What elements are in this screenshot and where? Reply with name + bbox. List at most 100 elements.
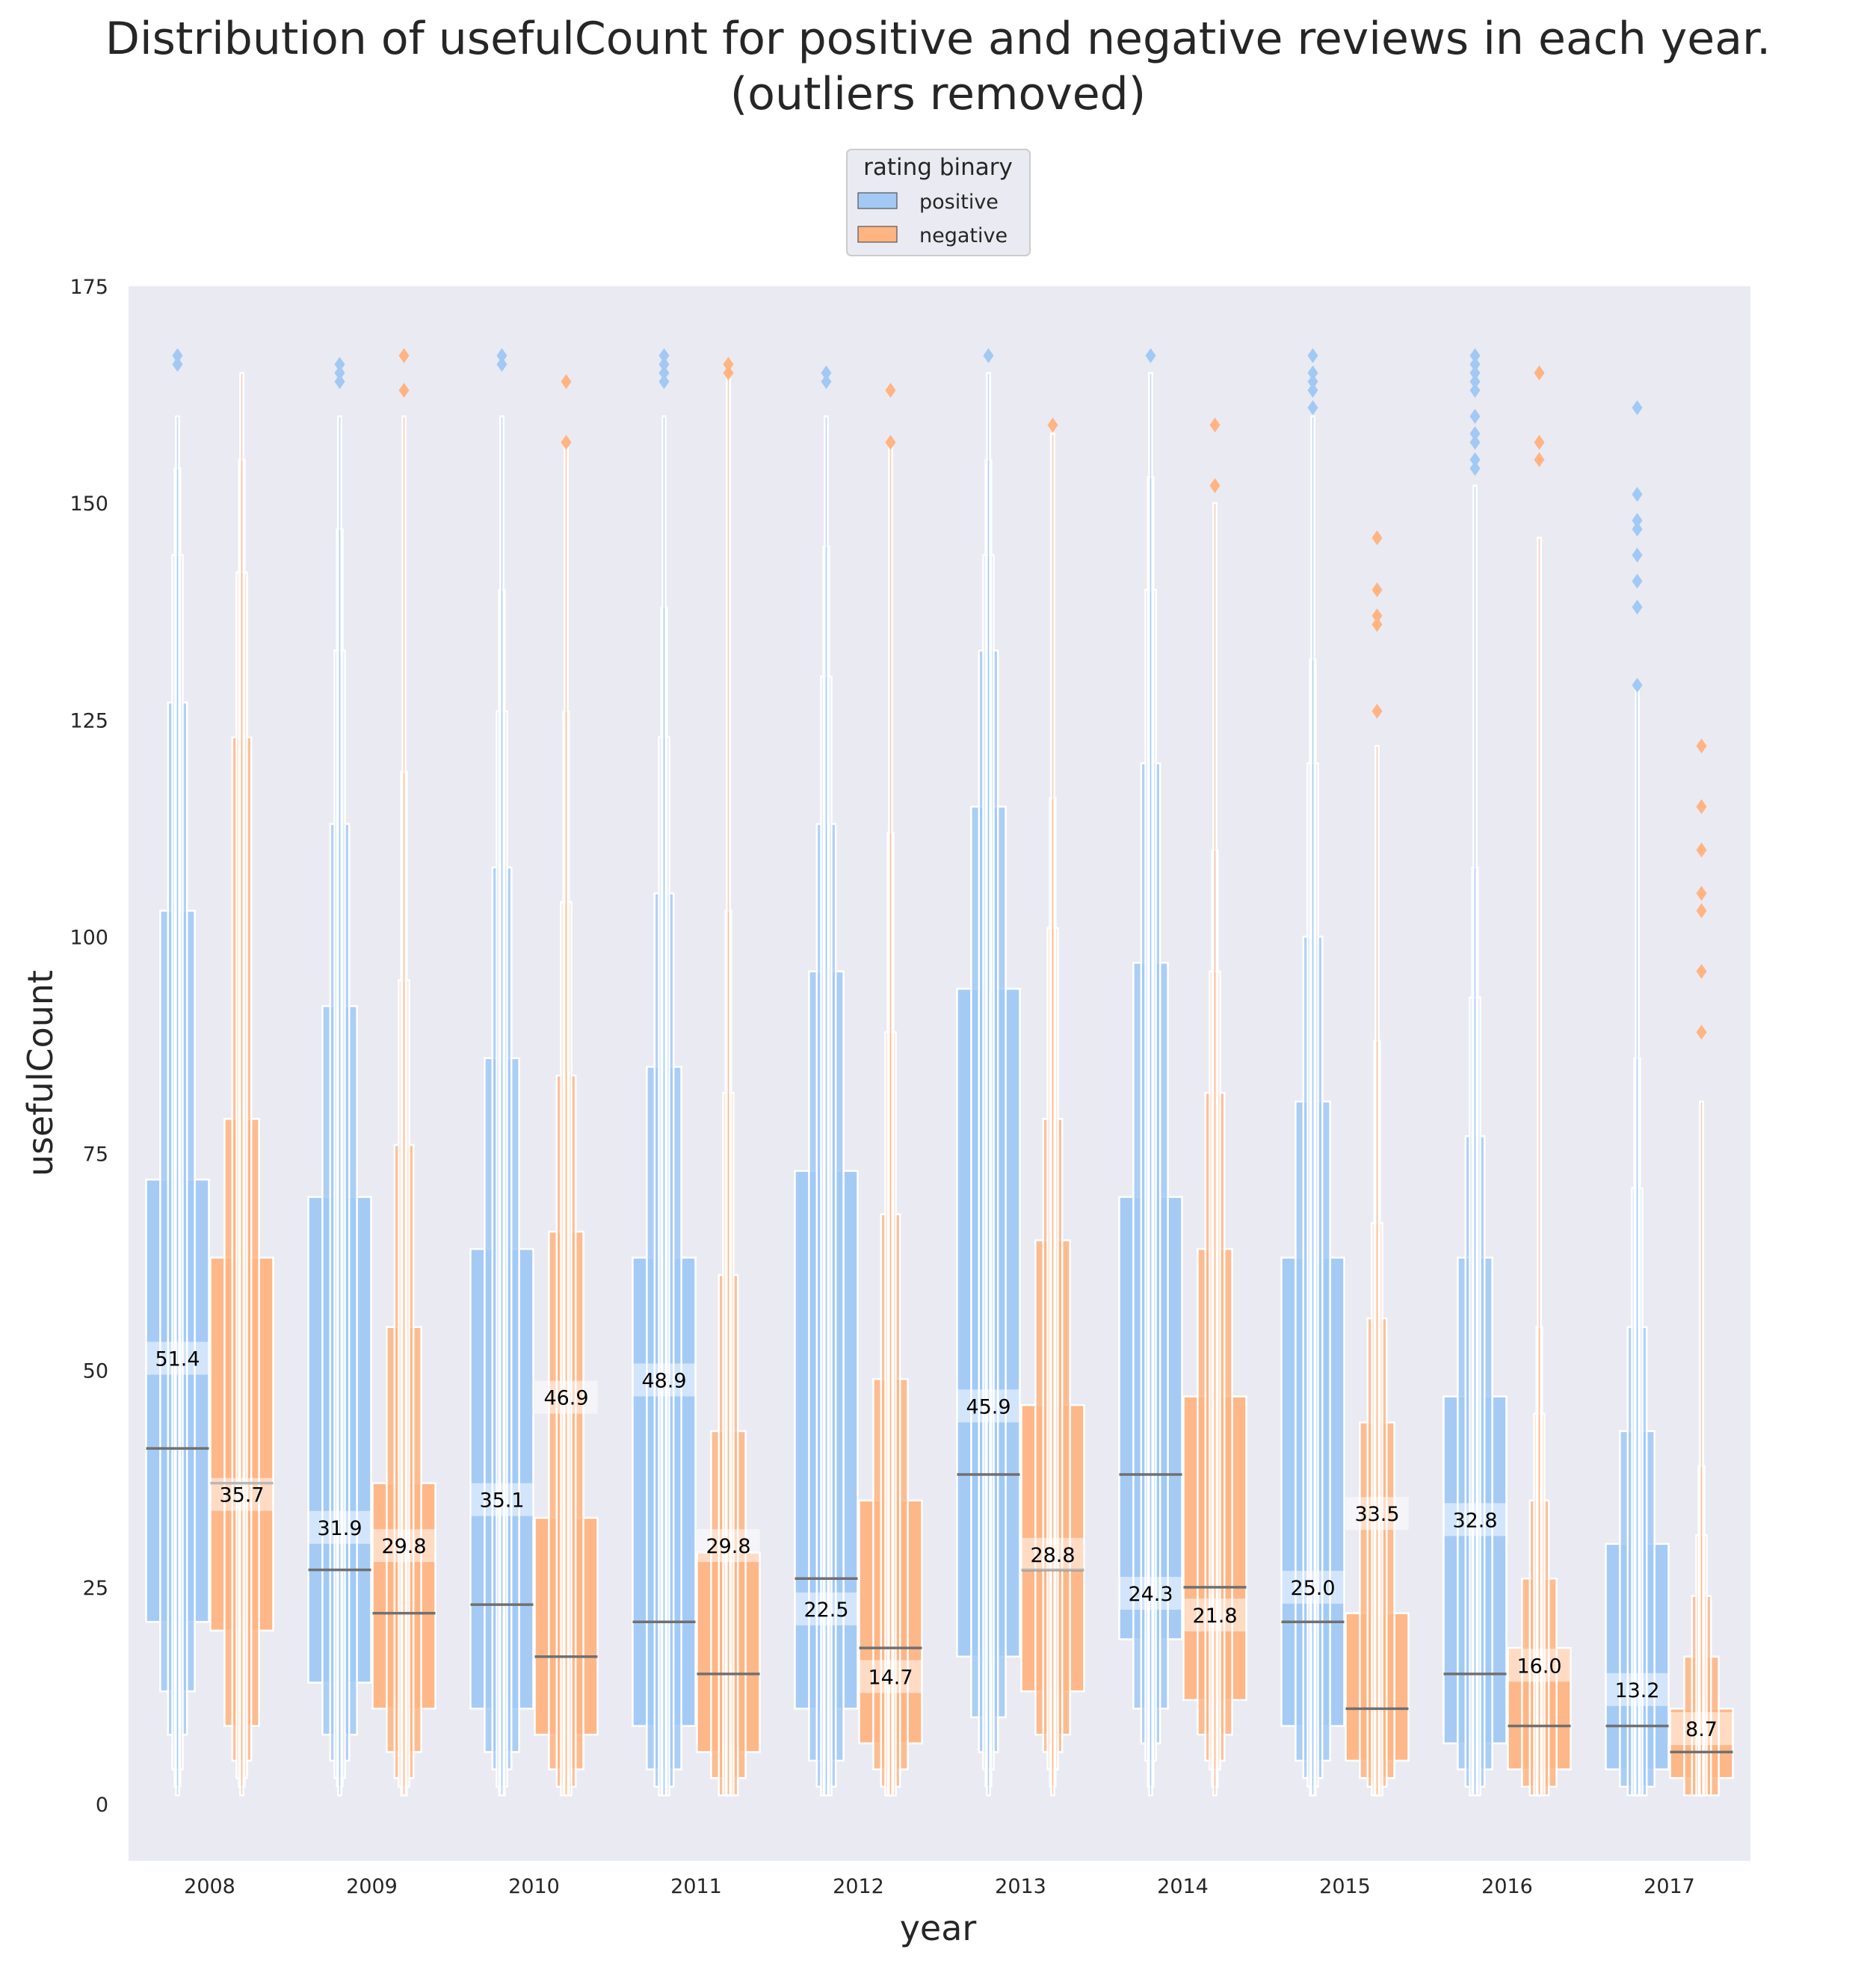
outlier-point: [561, 374, 572, 389]
outlier-point: [334, 356, 345, 372]
outlier-point: [334, 374, 345, 389]
mean-label-bg: [1670, 1712, 1733, 1746]
boxen-level-box: [1472, 484, 1478, 1797]
legend-label-positive: positive: [919, 191, 999, 214]
boxen-positive-2008: 51.4: [145, 348, 210, 1797]
outlier-point: [1469, 365, 1481, 381]
outlier-point: [1371, 608, 1383, 624]
outlier-point: [821, 365, 832, 381]
boxen-level-box: [337, 415, 342, 1797]
outlier-point: [658, 374, 670, 389]
boxen-negative-2009: 29.8: [371, 348, 436, 1797]
outlier-point: [1696, 842, 1707, 858]
y-tick-label: 150: [70, 492, 108, 516]
outlier-point: [658, 356, 670, 372]
boxen-level-box: [1050, 433, 1055, 1797]
boxen-groups: 51.4 31.9 35.1 48.9 22.5 45.9 24.3 25.0 32.8 13.2…: [145, 348, 1734, 1797]
outlier-point: [1632, 521, 1643, 537]
boxen-negative-2014: 21.8: [1182, 417, 1247, 1797]
boxen-positive-2013: 45.9: [956, 348, 1021, 1797]
outlier-point: [1371, 530, 1383, 546]
mean-label: 16.0: [1516, 1655, 1561, 1678]
outlier-point: [1696, 1025, 1707, 1040]
y-tick-label: 75: [83, 1143, 108, 1167]
outlier-point: [1047, 417, 1058, 433]
mean-label: 45.9: [966, 1395, 1010, 1418]
boxen-positive-2010: 35.1: [469, 348, 534, 1797]
boxen-level-box: [888, 441, 893, 1797]
boxen-negative-2015: 33.5: [1345, 530, 1410, 1797]
x-tick-label: 2015: [1319, 1875, 1371, 1898]
mean-label: 29.8: [706, 1535, 750, 1558]
legend[interactable]: rating binary positive negative: [846, 149, 1031, 256]
x-tick-label: 2008: [184, 1875, 235, 1898]
mean-label-bg: [210, 1477, 274, 1511]
mean-label-bg: [1119, 1576, 1182, 1610]
boxen-negative-2012: 14.7: [858, 383, 923, 1797]
legend-swatch-negative: [857, 226, 898, 243]
y-axis: 0 25 50 75 100 125 150 175: [70, 276, 108, 1817]
outlier-point: [1469, 383, 1481, 398]
outlier-point: [1632, 599, 1643, 615]
x-tick-label: 2016: [1481, 1875, 1533, 1898]
legend-title: rating binary: [863, 154, 1013, 181]
mean-label-bg: [1281, 1570, 1345, 1604]
boxen-level-box: [1148, 371, 1153, 1797]
outlier-point: [1696, 738, 1707, 754]
outlier-point: [1632, 400, 1643, 416]
outlier-point: [1209, 478, 1221, 493]
mean-label: 35.7: [219, 1484, 264, 1507]
boxen-negative-2017: 8.7: [1669, 738, 1734, 1797]
boxen-negative-2008: 35.7: [209, 371, 274, 1797]
outlier-point: [885, 383, 896, 398]
boxen-level-box: [239, 371, 244, 1797]
outlier-point: [1307, 374, 1318, 389]
mean-label: 8.7: [1685, 1718, 1718, 1741]
outlier-point: [983, 348, 994, 363]
x-axis-label: year: [900, 1908, 977, 1948]
outlier-point: [1534, 452, 1545, 468]
x-tick-label: 2013: [995, 1875, 1046, 1898]
mean-label-bg: [1183, 1598, 1247, 1631]
mean-label-bg: [632, 1363, 696, 1397]
outlier-point: [1632, 547, 1643, 563]
outlier-point: [496, 356, 507, 372]
boxen-positive-2011: 48.9: [632, 348, 697, 1797]
boxen-level-box: [564, 441, 569, 1797]
mean-label: 13.2: [1614, 1679, 1659, 1702]
boxen-positive-2012: 22.5: [794, 365, 859, 1797]
mean-label-bg: [697, 1529, 760, 1563]
mean-label: 29.8: [381, 1535, 426, 1558]
outlier-point: [1534, 434, 1545, 450]
outlier-point: [1371, 617, 1383, 632]
x-tick-label: 2011: [670, 1875, 722, 1898]
outlier-point: [1696, 799, 1707, 815]
boxen-level-box: [1374, 744, 1380, 1797]
outlier-point: [1469, 374, 1481, 389]
mean-label-bg: [1021, 1537, 1084, 1571]
outlier-point: [1307, 348, 1318, 363]
y-tick-label: 0: [96, 1794, 108, 1817]
outlier-point: [1534, 365, 1545, 381]
outlier-point: [1632, 573, 1643, 589]
outlier-point: [723, 365, 734, 381]
mean-label-bg: [794, 1592, 858, 1625]
outlier-point: [1469, 452, 1481, 468]
y-tick-label: 175: [70, 276, 108, 299]
outlier-point: [172, 356, 183, 372]
outlier-point: [1469, 356, 1481, 372]
outlier-point: [1632, 677, 1643, 693]
mean-label: 25.0: [1290, 1577, 1335, 1600]
outlier-point: [885, 434, 896, 450]
x-axis: 2008 2009 2010 2011 2012 2013 2014 2015 2016 2017: [184, 1875, 1695, 1898]
outlier-point: [1209, 417, 1221, 433]
outlier-point: [398, 383, 410, 398]
boxen-level-box: [1699, 1100, 1704, 1797]
boxen-level-box: [401, 415, 407, 1797]
mean-label-bg: [308, 1510, 371, 1544]
boxen-level-box: [1635, 684, 1640, 1797]
mean-label: 33.5: [1354, 1503, 1399, 1526]
mean-label-bg: [859, 1660, 922, 1693]
mean-label-bg: [1443, 1503, 1507, 1537]
outlier-point: [723, 356, 734, 372]
